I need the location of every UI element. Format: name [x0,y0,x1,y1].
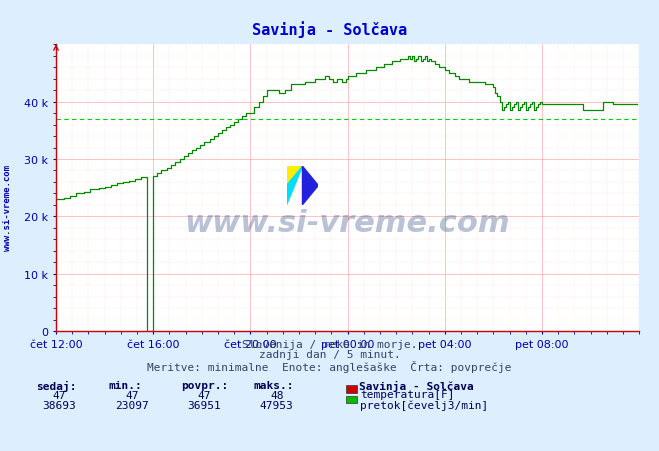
Text: Savinja - Solčava: Savinja - Solčava [359,380,474,391]
Text: min.:: min.: [109,380,142,390]
Text: sedaj:: sedaj: [36,380,76,391]
Text: Meritve: minimalne  Enote: anglešaške  Črta: povprečje: Meritve: minimalne Enote: anglešaške Črt… [147,360,512,372]
Text: 47: 47 [125,390,138,400]
Text: temperatura[F]: temperatura[F] [360,389,455,399]
Text: 23097: 23097 [115,400,149,410]
Text: www.si-vreme.com: www.si-vreme.com [185,208,511,237]
Text: zadnji dan / 5 minut.: zadnji dan / 5 minut. [258,350,401,359]
Text: povpr.:: povpr.: [181,380,229,390]
Polygon shape [287,167,302,186]
Text: 48: 48 [270,390,283,400]
Text: 47: 47 [53,390,66,400]
Text: maks.:: maks.: [254,380,294,390]
Text: 36951: 36951 [187,400,221,410]
Text: 47: 47 [198,390,211,400]
Text: 47953: 47953 [260,400,294,410]
Text: 38693: 38693 [42,400,76,410]
Text: www.si-vreme.com: www.si-vreme.com [3,165,13,250]
Polygon shape [302,167,318,205]
Text: Savinja - Solčava: Savinja - Solčava [252,21,407,38]
Text: Slovenija / reke in morje.: Slovenija / reke in morje. [242,339,417,349]
Polygon shape [287,167,302,205]
Text: pretok[čevelj3/min]: pretok[čevelj3/min] [360,400,489,410]
